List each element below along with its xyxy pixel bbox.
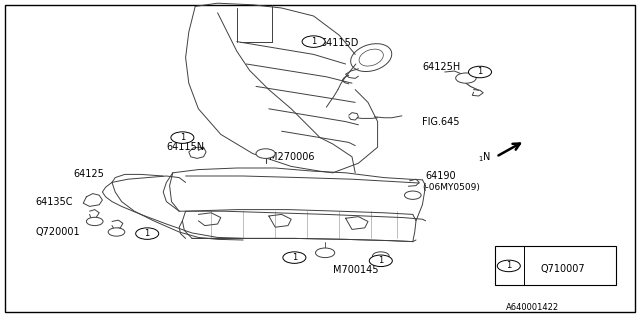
Text: A640001422: A640001422 <box>506 303 559 312</box>
Circle shape <box>256 149 275 158</box>
Circle shape <box>171 132 194 143</box>
Circle shape <box>468 66 492 78</box>
Text: 1: 1 <box>292 253 297 262</box>
Circle shape <box>369 255 392 267</box>
Circle shape <box>86 217 103 226</box>
Text: $_1$N: $_1$N <box>478 150 492 164</box>
Text: Q710007: Q710007 <box>541 264 586 274</box>
Text: 64125H: 64125H <box>422 62 461 72</box>
Circle shape <box>497 260 520 272</box>
Text: Q720001: Q720001 <box>35 227 80 237</box>
Circle shape <box>136 228 159 239</box>
Circle shape <box>283 252 306 263</box>
Text: 1: 1 <box>378 256 383 265</box>
Text: 1: 1 <box>145 229 150 238</box>
Text: M270006: M270006 <box>269 152 314 162</box>
Circle shape <box>316 248 335 258</box>
Text: 64190: 64190 <box>426 171 456 181</box>
Text: 64115D: 64115D <box>320 38 358 48</box>
Text: 64135C: 64135C <box>35 196 73 207</box>
Text: M700145: M700145 <box>333 265 378 276</box>
Circle shape <box>302 36 325 47</box>
Text: 1: 1 <box>506 261 511 270</box>
Text: 64115N: 64115N <box>166 142 205 152</box>
Circle shape <box>372 252 389 260</box>
Circle shape <box>108 228 125 236</box>
Text: 1: 1 <box>180 133 185 142</box>
Circle shape <box>456 73 476 83</box>
Circle shape <box>404 191 421 199</box>
Text: 64125: 64125 <box>74 169 104 180</box>
Text: 1: 1 <box>477 68 483 76</box>
Text: FIG.645: FIG.645 <box>422 116 460 127</box>
Text: 1: 1 <box>311 37 316 46</box>
Text: (-06MY0509): (-06MY0509) <box>422 183 480 192</box>
